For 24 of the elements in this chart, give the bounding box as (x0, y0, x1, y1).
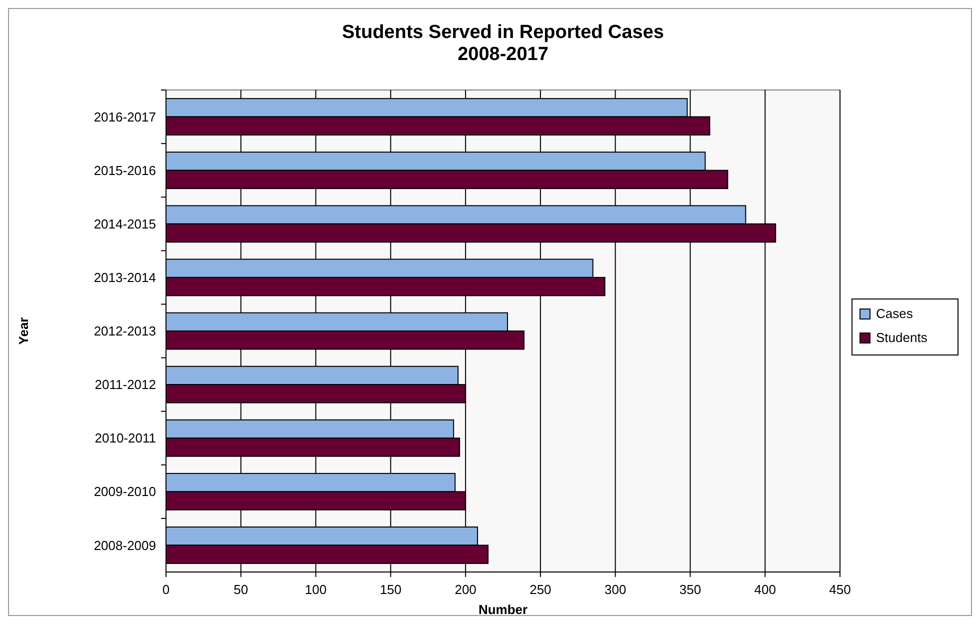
x-tick-label: 350 (679, 582, 702, 597)
legend-label: Cases (876, 306, 914, 321)
x-tick-label: 50 (234, 582, 248, 597)
y-tick-label: 2014-2015 (94, 216, 156, 232)
x-tick-label: 250 (530, 582, 552, 597)
x-axis-title: Number (478, 602, 528, 617)
legend-label: Students (876, 330, 928, 345)
y-tick-label: 2016-2017 (94, 109, 156, 124)
y-tick-label: 2013-2014 (94, 270, 156, 285)
x-tick-label: 0 (162, 582, 170, 597)
y-tick-label: 2015-2016 (94, 162, 156, 178)
x-tick-label: 400 (754, 582, 776, 597)
y-tick-label: 2010-2011 (94, 430, 156, 446)
y-tick-label: 2011-2012 (94, 377, 156, 392)
x-tick-label: 200 (454, 582, 476, 597)
y-tick-label: 2009-2010 (94, 484, 156, 500)
x-tick-label: 150 (380, 582, 402, 597)
y-tick-label: 2008-2009 (94, 538, 156, 553)
y-axis-title: Year (16, 317, 31, 345)
y-tick-label: 2012-2013 (94, 324, 156, 339)
x-tick-label: 300 (604, 582, 626, 597)
x-tick-label: 100 (304, 582, 327, 597)
x-tick-label: 450 (829, 582, 851, 597)
chart-title: Students Served in Reported Cases 2008-2017 (342, 22, 664, 65)
